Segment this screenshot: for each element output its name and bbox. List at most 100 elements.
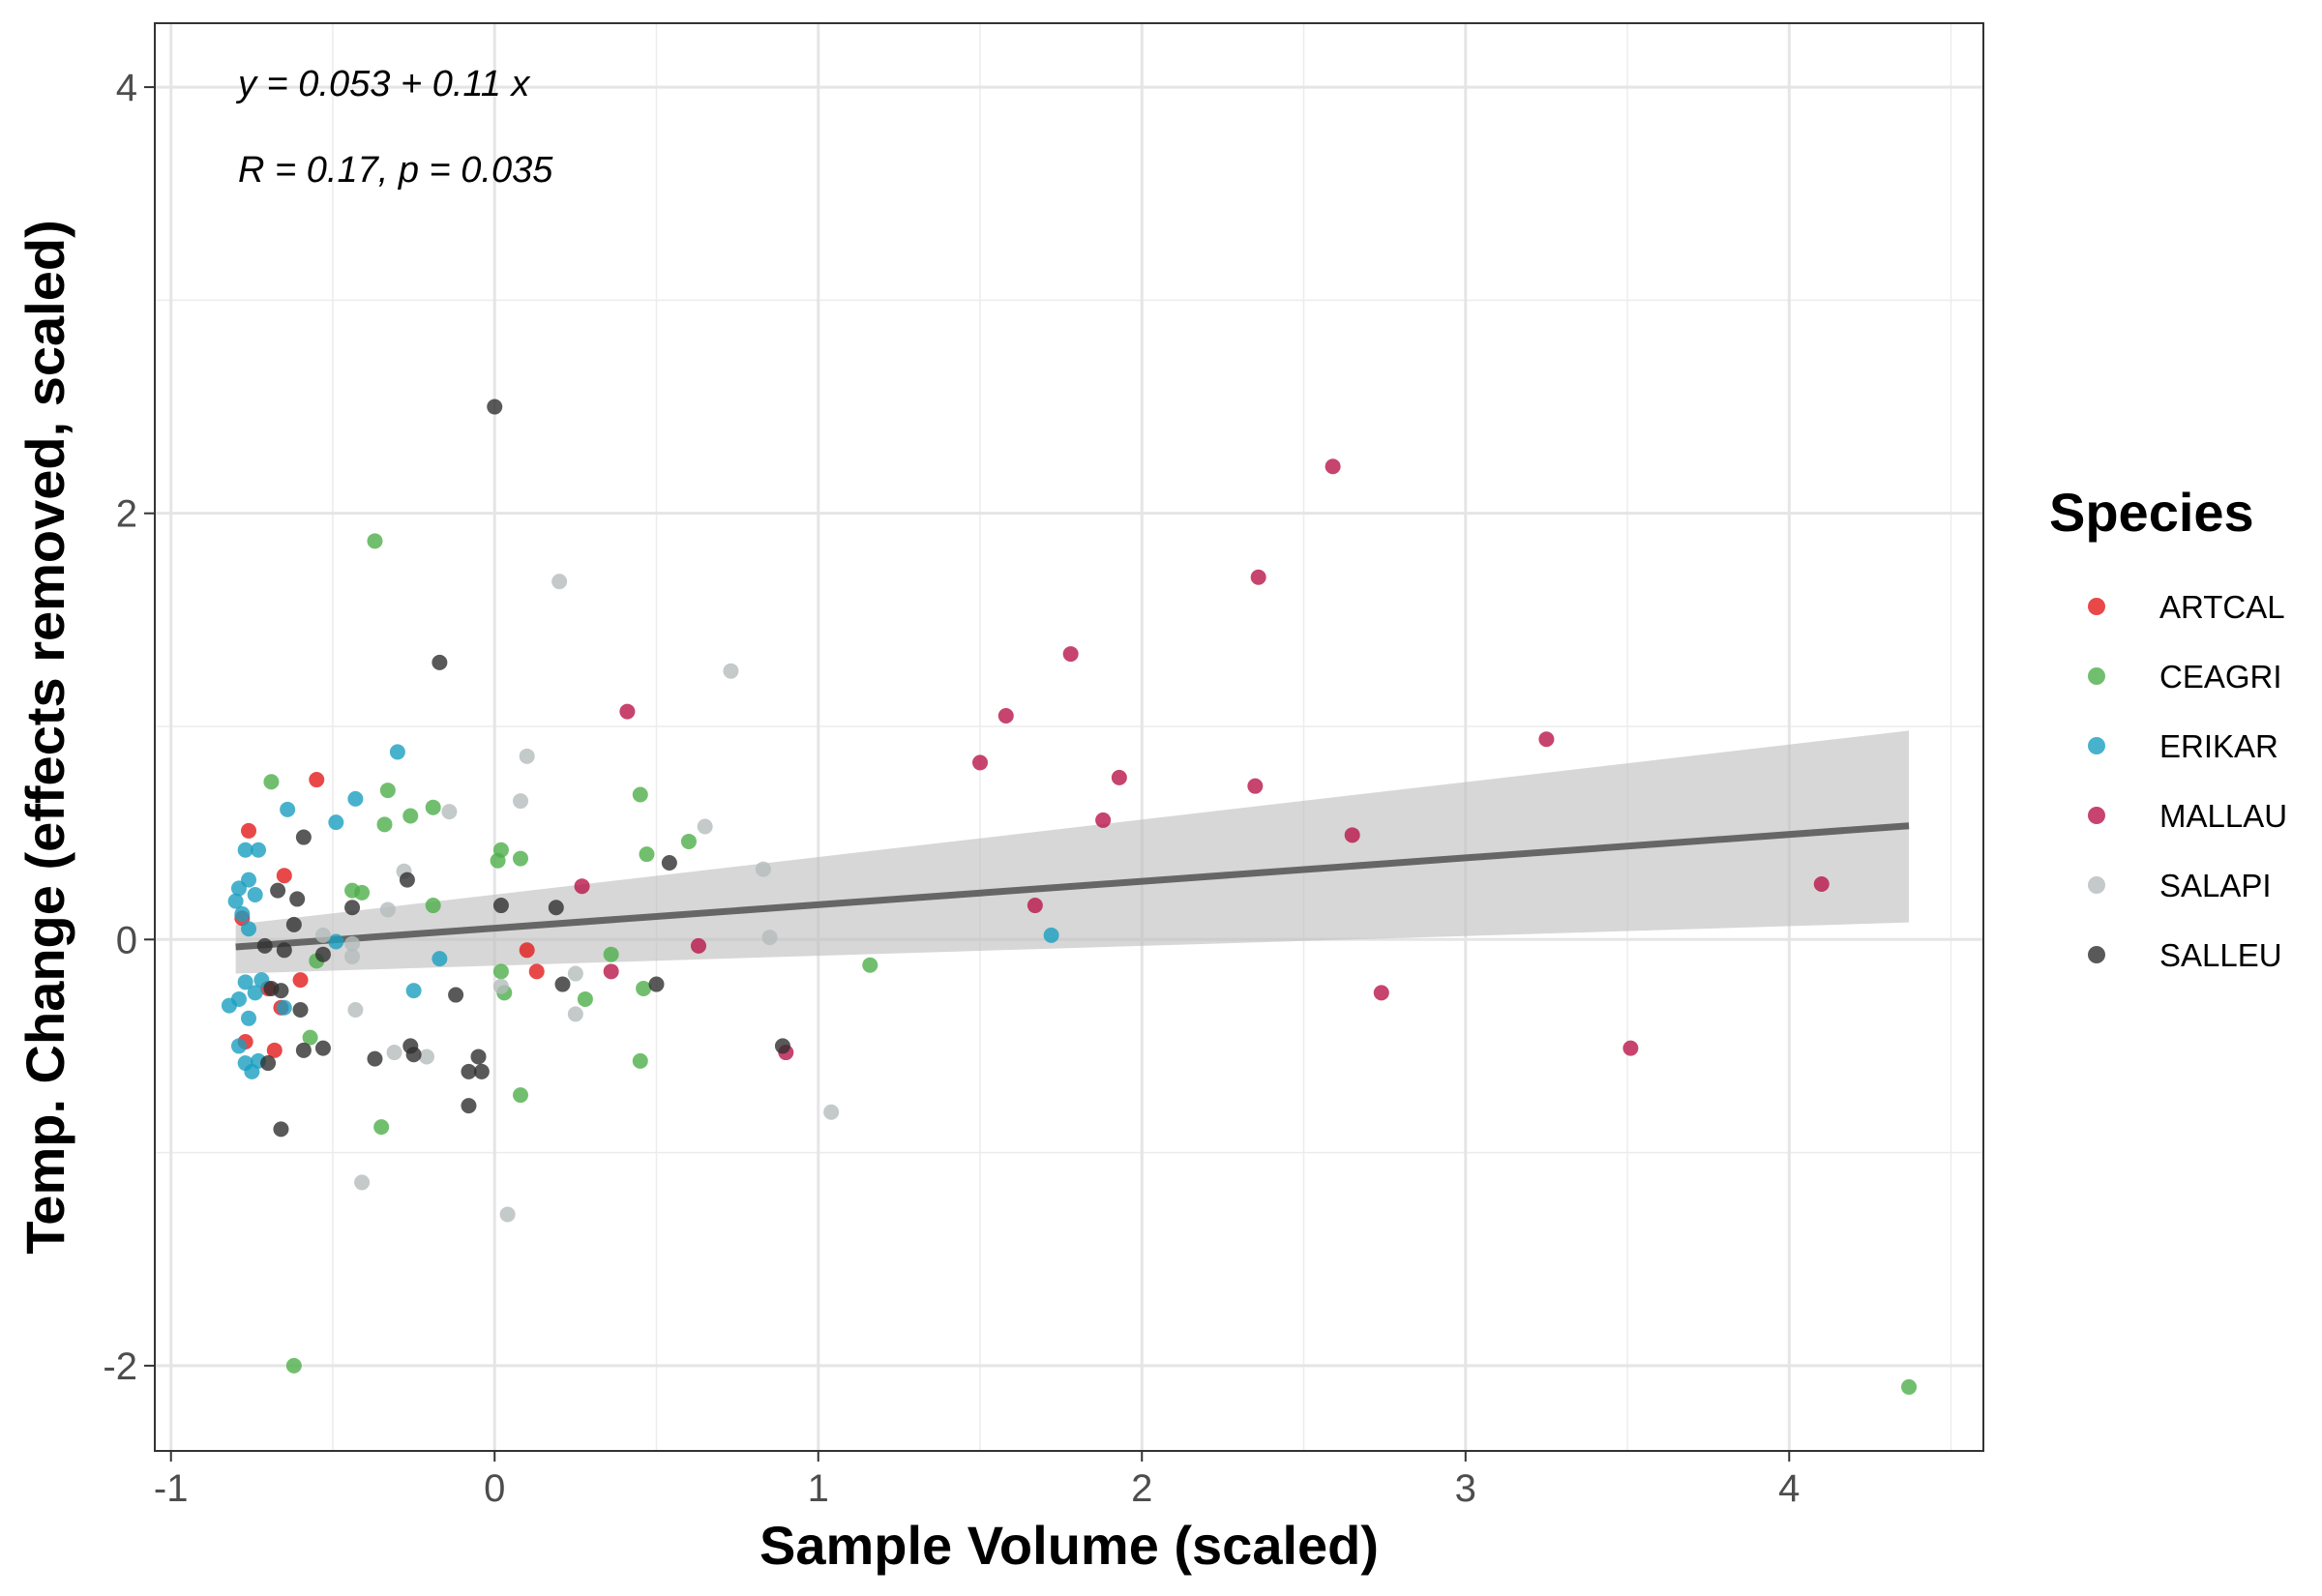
data-point-ceagri [402, 808, 419, 824]
data-point-ceagri [639, 846, 655, 863]
data-point-salapi [499, 1206, 516, 1223]
legend-key-mallau [2088, 807, 2105, 824]
data-point-salleu [432, 654, 448, 670]
regression-line-layer [235, 822, 1910, 951]
data-point-salapi [418, 1049, 434, 1065]
data-point-salleu [405, 1047, 422, 1063]
data-point-salleu [295, 1042, 312, 1058]
data-point-ceagri [302, 1029, 318, 1046]
data-point-salapi [492, 978, 509, 994]
x-tick-label: 2 [1131, 1467, 1152, 1510]
data-point-salleu [295, 829, 312, 845]
y-tick-label: 0 [116, 919, 137, 961]
x-tick-label: 4 [1778, 1467, 1800, 1510]
legend-label-salapi: SALAPI [2159, 868, 2272, 903]
data-point-ceagri [636, 980, 652, 996]
x-tick-label: -1 [154, 1467, 189, 1510]
legend-label-mallau: MALLAU [2159, 798, 2287, 834]
data-point-salapi [567, 1006, 583, 1022]
data-point-artcal [241, 822, 257, 839]
data-point-mallau [603, 963, 619, 980]
x-axis-ticks: -1 0 1 2 3 4 [154, 1451, 1800, 1510]
data-point-artcal [309, 772, 325, 788]
data-point-salapi [347, 1001, 364, 1018]
y-axis-title: Temp. Change (effects removed, scaled) [15, 220, 75, 1255]
data-point-erikar [241, 1010, 257, 1026]
data-point-erikar [389, 744, 405, 760]
data-point-salapi [697, 818, 713, 835]
data-point-erikar [237, 974, 253, 990]
data-point-salleu [256, 937, 273, 954]
data-point-ceagri [492, 842, 509, 858]
data-point-ceagri [513, 850, 528, 867]
data-point-salleu [276, 942, 292, 959]
data-point-salapi [386, 1045, 402, 1061]
legend-label-salleu: SALLEU [2159, 937, 2282, 973]
data-point-salleu [554, 976, 571, 992]
data-point-salleu [273, 983, 289, 999]
data-point-erikar [280, 801, 296, 817]
data-point-erikar [234, 905, 251, 922]
data-point-salleu [548, 900, 564, 916]
data-point-salapi [379, 901, 396, 918]
data-point-artcal [528, 963, 545, 980]
data-point-ceagri [632, 1052, 648, 1069]
confidence-band [235, 730, 1910, 974]
data-point-erikar [328, 814, 344, 831]
data-point-mallau [1813, 876, 1830, 893]
data-point-ceagri [373, 1119, 390, 1136]
data-point-salapi [723, 663, 739, 679]
data-point-ceagri [603, 946, 619, 962]
data-point-mallau [1095, 812, 1112, 828]
plot-panel [155, 23, 1983, 1451]
data-point-ceagri [379, 783, 396, 799]
data-point-salleu [285, 916, 302, 932]
data-point-mallau [1250, 569, 1266, 585]
data-point-erikar [227, 893, 244, 909]
data-point-artcal [276, 868, 292, 884]
data-point-salleu [661, 854, 677, 871]
data-point-salleu [367, 1050, 383, 1067]
data-point-artcal [519, 942, 535, 959]
data-point-erikar [328, 933, 344, 950]
data-point-salapi [761, 930, 778, 946]
data-point-ceagri [513, 1087, 528, 1104]
data-point-ceagri [862, 957, 878, 973]
legend-key-erikar [2088, 737, 2105, 754]
x-tick-label: 1 [808, 1467, 829, 1510]
data-point-ceagri [285, 1357, 302, 1374]
data-point-mallau [1373, 985, 1389, 1001]
data-point-ceagri [425, 898, 441, 914]
data-point-salleu [461, 1098, 477, 1114]
data-point-ceagri [577, 990, 593, 1007]
data-point-salleu [492, 898, 509, 914]
data-point-ceagri [1901, 1378, 1918, 1395]
plot-border [154, 22, 1984, 1452]
data-point-salleu [470, 1049, 487, 1065]
legend-items: ARTCAL CEAGRI ERIKAR MALLAU SALAPI SALLEU [2088, 589, 2287, 973]
data-point-salapi [354, 1174, 371, 1191]
data-point-salleu [473, 1063, 490, 1079]
data-point-salleu [648, 976, 665, 992]
legend-key-artcal [2088, 598, 2105, 615]
data-point-mallau [574, 878, 590, 895]
data-point-artcal [266, 1042, 283, 1058]
x-tick-label: 0 [484, 1467, 505, 1510]
data-point-erikar [1043, 927, 1059, 943]
data-point-salleu [273, 1121, 289, 1138]
legend-label-ceagri: CEAGRI [2159, 659, 2282, 695]
data-point-mallau [1027, 898, 1043, 914]
data-point-erikar [241, 921, 257, 937]
data-point-erikar [241, 872, 257, 888]
data-point-mallau [1111, 769, 1127, 785]
data-point-mallau [1622, 1040, 1639, 1056]
data-point-ceagri [425, 799, 441, 815]
y-tick-label: -2 [103, 1345, 137, 1388]
legend: Species ARTCAL CEAGRI ERIKAR MALLAU SALAPI SA… [2049, 482, 2287, 973]
y-axis-ticks: -2 0 2 4 [103, 67, 155, 1388]
data-point-salleu [461, 1063, 477, 1079]
data-point-salapi [519, 748, 535, 764]
data-point-salleu [314, 1040, 331, 1056]
data-point-salleu [344, 900, 361, 916]
